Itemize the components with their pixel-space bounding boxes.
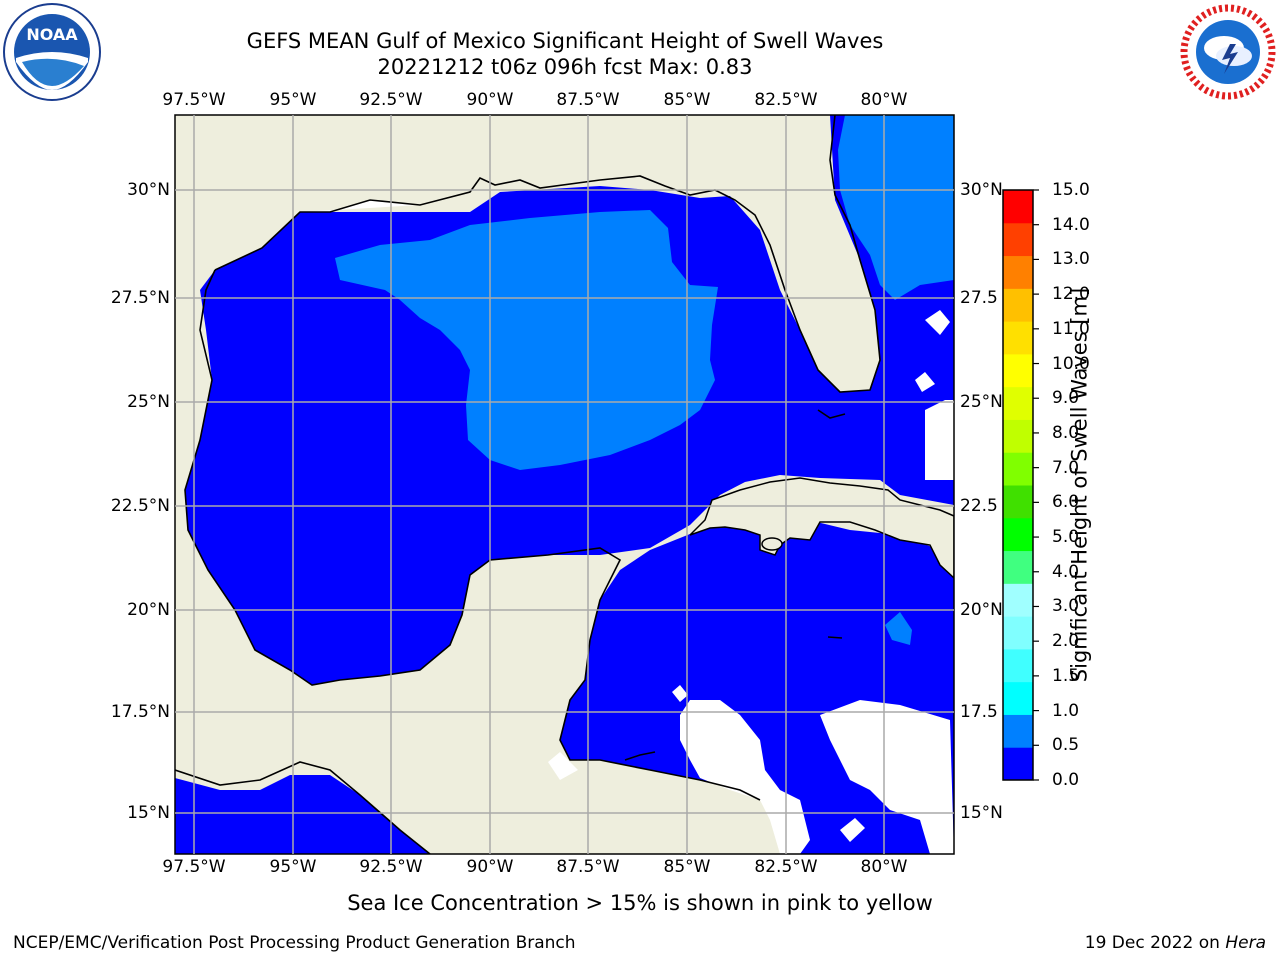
top-lon-label: 82.5°W [754, 90, 818, 110]
colorbar-bin [1003, 583, 1033, 617]
island [761, 537, 783, 551]
colorbar-bin [1003, 321, 1033, 355]
colorbar-tick-label: 4.0 [1052, 561, 1080, 582]
noaa-logo: NOAA [3, 3, 101, 101]
colorbar-tick-label: 2.0 [1052, 631, 1080, 652]
colorbar-bin [1003, 714, 1033, 748]
colorbar-tick-label: 11.0 [1052, 318, 1090, 339]
bottom-lon-label: 97.5°W [162, 857, 226, 877]
colorbar-bin [1003, 648, 1033, 683]
colorbar-bin [1003, 485, 1033, 519]
colorbar-label: Significant Height of Swell Waves [m] [1067, 287, 1092, 683]
nws-logo [1180, 4, 1276, 100]
left-lat-label: 27.5°N [110, 288, 170, 308]
colorbar-tick-label: 5.0 [1052, 527, 1080, 548]
noaa-logo-text: NOAA [26, 25, 78, 44]
colorbar-tick-label: 7.0 [1052, 457, 1080, 478]
colorbar-tick-label: 1.5 [1052, 665, 1080, 686]
left-lat-label: 20°N [127, 600, 170, 620]
colorbar-bin [1003, 353, 1033, 388]
footer-host: Hera [1225, 933, 1266, 953]
top-lon-label: 92.5°W [359, 90, 423, 110]
colorbar-bin [1003, 222, 1033, 257]
colorbar-bin [1003, 255, 1033, 289]
colorbar-tick-label: 1.0 [1052, 700, 1080, 721]
footer-date-text: 19 Dec 2022 on [1084, 933, 1226, 953]
colorbar-border [1002, 189, 1034, 781]
bottom-lon-label: 87.5°W [556, 857, 620, 877]
right-lat-label: 30°N [960, 180, 1003, 200]
top-lon-label: 85°W [663, 90, 711, 110]
right-lat-label: 25°N [960, 392, 1003, 412]
colorbar-bin [1003, 452, 1033, 486]
bottom-lon-label: 82.5°W [754, 857, 818, 877]
colorbar-bin [1003, 616, 1033, 650]
bottom-lon-label: 95°W [269, 857, 317, 877]
top-lon-label: 95°W [269, 90, 317, 110]
chart-title: GEFS MEAN Gulf of Mexico Significant Hei… [246, 29, 884, 53]
pacific-water [175, 775, 430, 854]
colorbar-bin [1003, 747, 1033, 781]
right-lat-label: 15°N [960, 803, 1003, 823]
bottom-lon-label: 80°W [860, 857, 908, 877]
colorbar-bin [1003, 190, 1033, 224]
chart-subtitle: 20221212 t06z 096h fcst Max: 0.83 [377, 55, 753, 79]
left-lat-label: 15°N [127, 803, 170, 823]
colorbar-bin [1003, 288, 1033, 322]
top-lon-label: 90°W [466, 90, 514, 110]
colorbar-tick-label: 14.0 [1052, 214, 1090, 235]
graticule [175, 115, 954, 854]
colorbar [1002, 189, 1039, 781]
bottom-lon-label: 90°W [466, 857, 514, 877]
colorbar-tick-label: 10.0 [1052, 353, 1090, 374]
map-border [174, 114, 955, 855]
bottom-lon-label: 92.5°W [359, 857, 423, 877]
right-lat-label: 22.5 [960, 496, 998, 516]
colorbar-bin [1003, 681, 1033, 715]
footer-credit: NCEP/EMC/Verification Post Processing Pr… [13, 933, 576, 953]
colorbar-tick-label: 12.0 [1052, 284, 1090, 305]
colorbar-tick-label: 13.0 [1052, 249, 1090, 270]
cuba-land [689, 477, 954, 580]
right-lat-label: 27.5 [960, 288, 998, 308]
left-lat-label: 25°N [127, 392, 170, 412]
colorbar-bin [1003, 550, 1033, 584]
no-data-areas [300, 200, 954, 854]
left-lat-label: 22.5°N [110, 496, 170, 516]
right-lat-label: 17.5 [960, 702, 998, 722]
colorbar-tick-label: 8.0 [1052, 422, 1080, 443]
colorbar-bin [1003, 386, 1033, 420]
swell-region-caribbean [885, 612, 912, 645]
colorbar-tick-label: 3.0 [1052, 596, 1080, 617]
sea-ice-note-text: Sea Ice Concentration > 15% is shown in … [347, 891, 933, 915]
sea-ice-note: Sea Ice Concentration > 15% is shown in … [0, 891, 1280, 915]
colorbar-tick-label: 9.0 [1052, 388, 1080, 409]
colorbar-tick-label: 6.0 [1052, 492, 1080, 513]
colorbar-bin [1003, 419, 1033, 453]
top-lon-label: 97.5°W [162, 90, 226, 110]
swell-region-atlantic [838, 115, 954, 300]
colorbar-tick-label: 0.5 [1052, 735, 1080, 756]
top-lon-label: 87.5°W [556, 90, 620, 110]
footer-date: 19 Dec 2022 on Hera [1085, 933, 1266, 953]
left-lat-label: 17.5°N [110, 702, 170, 722]
colorbar-bin [1003, 517, 1033, 552]
left-lat-label: 30°N [127, 180, 170, 200]
swell-region-light [335, 210, 718, 470]
bottom-lon-label: 85°W [663, 857, 711, 877]
right-lat-label: 20°N [960, 600, 1003, 620]
colorbar-tick-label: 15.0 [1052, 180, 1090, 200]
top-lon-label: 80°W [860, 90, 908, 110]
colorbar-tick-label: 0.0 [1052, 770, 1080, 790]
